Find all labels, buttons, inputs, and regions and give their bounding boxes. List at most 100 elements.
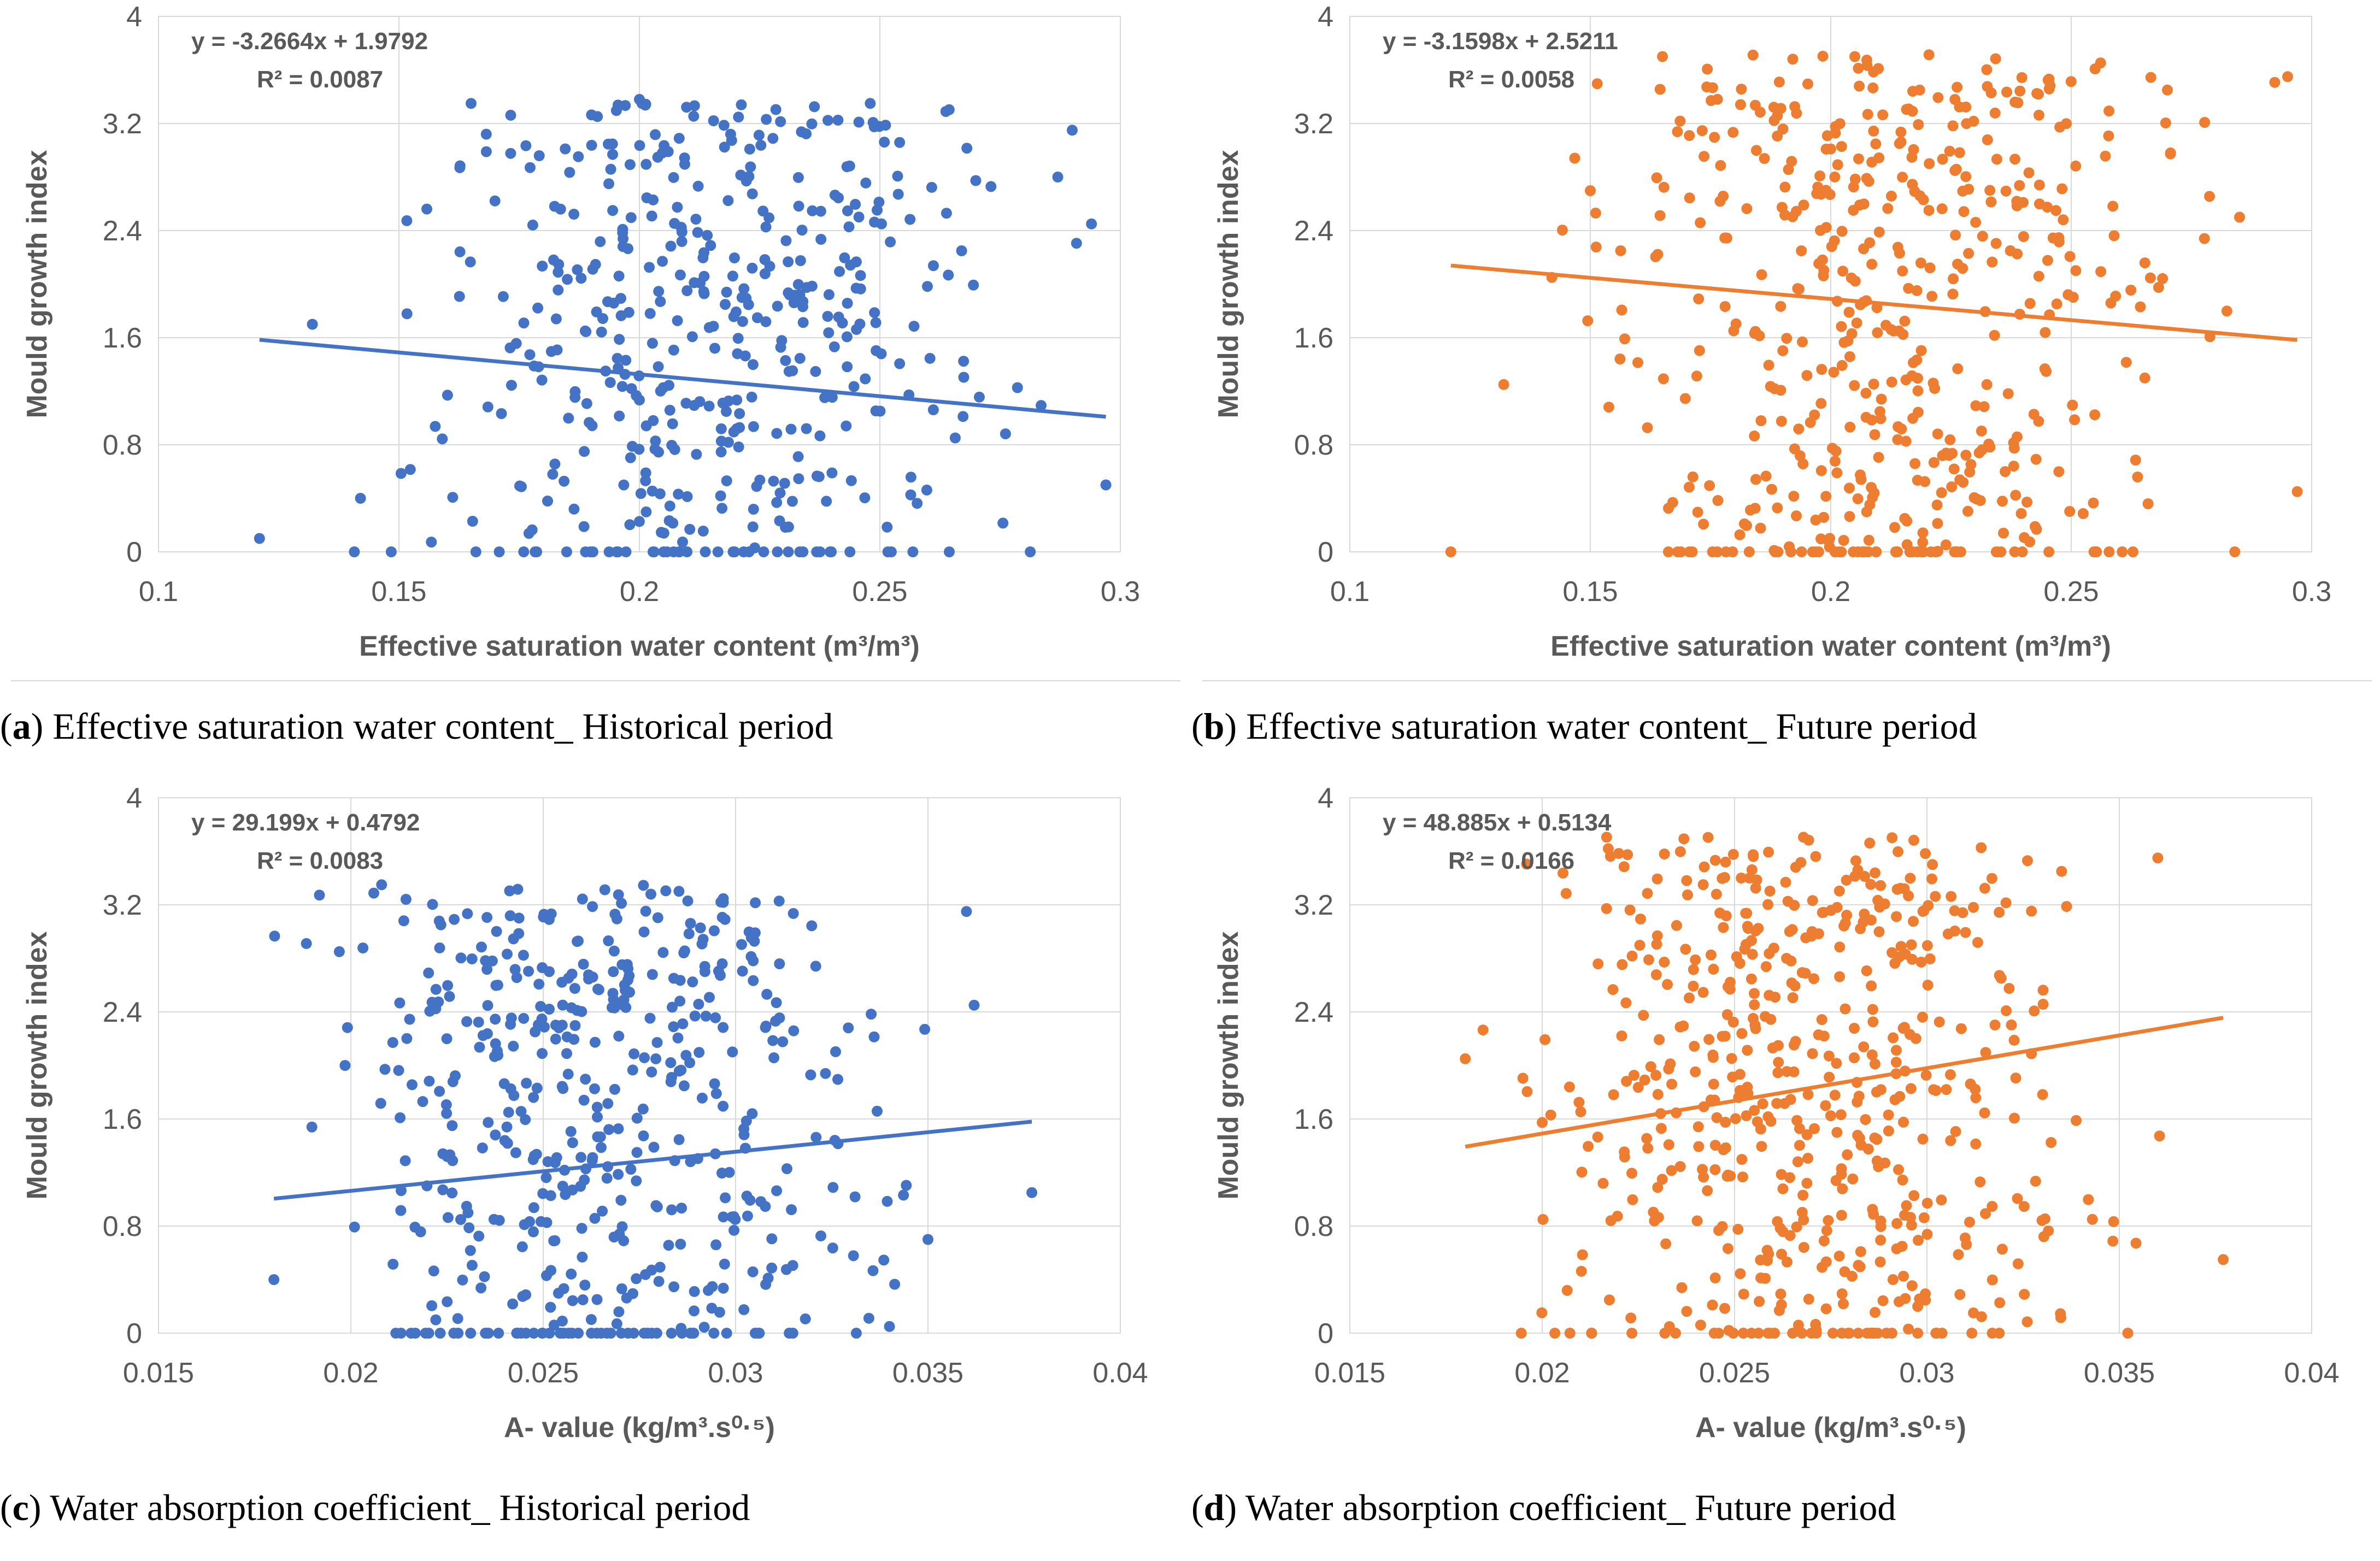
data-point bbox=[640, 905, 651, 917]
data-point bbox=[550, 1033, 561, 1045]
data-point bbox=[2042, 202, 2053, 213]
data-point bbox=[1917, 1011, 1928, 1023]
data-point bbox=[501, 1121, 513, 1133]
data-point bbox=[1776, 416, 1787, 427]
data-point bbox=[848, 381, 860, 392]
data-point bbox=[1750, 145, 1762, 156]
data-point bbox=[603, 178, 614, 190]
data-point bbox=[592, 1111, 603, 1123]
data-point bbox=[545, 1190, 556, 1201]
data-point bbox=[1762, 899, 1773, 910]
data-point bbox=[631, 1273, 642, 1285]
data-point bbox=[613, 1123, 624, 1134]
data-point bbox=[1536, 1307, 1548, 1318]
data-point bbox=[970, 175, 982, 186]
x-tick-label: 0.25 bbox=[852, 576, 907, 608]
data-point bbox=[898, 1189, 909, 1201]
data-point bbox=[1577, 1249, 1588, 1260]
data-point bbox=[722, 195, 734, 207]
data-point bbox=[2001, 86, 2012, 98]
data-point bbox=[1947, 288, 1959, 300]
data-point bbox=[1872, 327, 1883, 338]
data-point bbox=[442, 1296, 453, 1307]
data-point bbox=[569, 983, 580, 994]
data-point bbox=[839, 252, 850, 263]
data-point bbox=[1742, 923, 1754, 934]
data-point bbox=[1670, 1328, 1681, 1339]
data-point bbox=[1036, 400, 1047, 411]
data-point bbox=[747, 359, 759, 370]
data-point bbox=[1926, 873, 1937, 885]
data-point bbox=[1836, 1163, 1847, 1174]
data-point bbox=[349, 546, 360, 557]
data-point bbox=[2269, 76, 2281, 88]
data-point bbox=[607, 1002, 618, 1013]
data-point bbox=[1638, 1010, 1649, 1021]
data-point bbox=[1697, 1164, 1708, 1175]
data-point bbox=[441, 1108, 453, 1119]
data-point bbox=[1549, 1328, 1561, 1339]
data-point bbox=[1829, 235, 1840, 246]
data-point bbox=[2037, 985, 2049, 996]
data-point bbox=[1950, 1126, 1961, 1137]
data-point bbox=[1968, 902, 1979, 913]
data-point bbox=[568, 503, 580, 515]
data-point bbox=[1801, 1129, 1813, 1140]
data-point bbox=[1921, 1229, 1933, 1240]
data-point bbox=[985, 181, 997, 192]
data-point bbox=[1653, 1212, 1664, 1223]
data-point bbox=[837, 317, 848, 329]
data-point bbox=[625, 212, 637, 223]
data-point bbox=[813, 471, 825, 482]
data-point bbox=[620, 546, 632, 557]
data-point bbox=[1727, 1071, 1738, 1083]
data-point bbox=[1747, 49, 1759, 61]
data-point bbox=[648, 546, 660, 557]
data-point bbox=[444, 991, 455, 1002]
data-point bbox=[796, 225, 808, 236]
data-point bbox=[1901, 1200, 1912, 1211]
data-point bbox=[882, 521, 893, 533]
data-point bbox=[1963, 248, 1974, 259]
data-point bbox=[473, 1230, 485, 1242]
data-point bbox=[2218, 1254, 2229, 1265]
data-point bbox=[1759, 153, 1770, 164]
data-point bbox=[608, 945, 620, 957]
data-point bbox=[1765, 381, 1776, 392]
data-point bbox=[1622, 849, 1633, 861]
data-point bbox=[1616, 1030, 1627, 1041]
data-point bbox=[2023, 167, 2035, 179]
data-point bbox=[772, 546, 783, 557]
data-point bbox=[605, 1328, 616, 1339]
data-point bbox=[710, 1088, 722, 1099]
data-point bbox=[615, 1194, 627, 1206]
data-point bbox=[442, 980, 454, 991]
data-point bbox=[1772, 131, 1783, 142]
data-point bbox=[865, 98, 876, 109]
data-point bbox=[1697, 879, 1709, 891]
data-point bbox=[1695, 217, 1706, 228]
data-point bbox=[446, 1187, 458, 1199]
data-point bbox=[398, 915, 409, 927]
data-point bbox=[1086, 218, 1097, 229]
data-point bbox=[1901, 104, 1912, 115]
caption-letter: d bbox=[1203, 1487, 1225, 1528]
data-point bbox=[542, 496, 553, 506]
data-point bbox=[721, 1328, 732, 1339]
data-point bbox=[1952, 363, 1964, 374]
data-point bbox=[573, 935, 584, 947]
data-point bbox=[860, 373, 871, 385]
data-point bbox=[1954, 1289, 1966, 1300]
data-point bbox=[1665, 1058, 1676, 1070]
data-point bbox=[718, 893, 729, 904]
data-point bbox=[2204, 191, 2215, 202]
data-point bbox=[540, 1172, 552, 1183]
data-point bbox=[491, 926, 502, 937]
data-point bbox=[583, 973, 595, 985]
x-tick-label: 0.02 bbox=[323, 1357, 378, 1389]
data-point bbox=[2199, 233, 2210, 244]
data-point bbox=[1650, 1070, 1662, 1081]
data-point bbox=[2139, 257, 2150, 269]
data-point bbox=[1831, 902, 1843, 913]
data-point bbox=[1931, 499, 1943, 511]
